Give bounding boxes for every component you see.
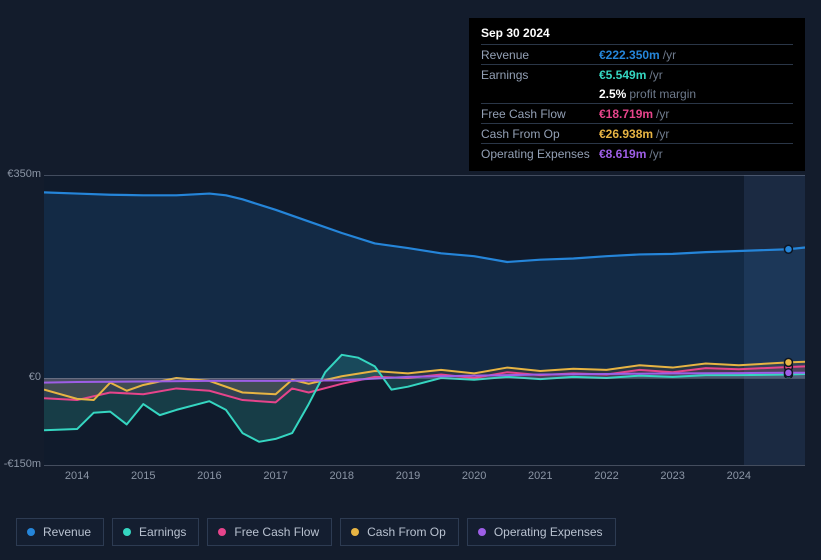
tooltip-row-unit: /yr [649, 68, 662, 82]
y-axis-tick-label: -€150m [4, 458, 41, 470]
gridline [44, 465, 805, 466]
series-marker-opex [784, 369, 792, 377]
tooltip-row-label: Free Cash Flow [481, 107, 599, 121]
legend-swatch [27, 528, 35, 536]
tooltip-row-value: €5.549m [599, 68, 646, 82]
legend-item[interactable]: Cash From Op [340, 518, 459, 546]
series-area-revenue [44, 192, 805, 378]
x-axis-tick-label: 2014 [65, 470, 89, 482]
chart-tooltip: Sep 30 2024 Revenue€222.350m /yrEarnings… [469, 18, 805, 171]
x-axis-tick-label: 2015 [131, 470, 155, 482]
tooltip-row-label: Revenue [481, 48, 599, 62]
x-axis-tick-label: 2017 [263, 470, 287, 482]
gridline [44, 175, 805, 176]
tooltip-row: 2.5% profit margin [481, 84, 793, 103]
x-axis-tick-label: 2020 [462, 470, 486, 482]
legend-label: Revenue [43, 525, 91, 539]
x-axis-tick-label: 2024 [727, 470, 751, 482]
x-axis-tick-label: 2019 [396, 470, 420, 482]
y-axis-tick-label: €0 [29, 371, 41, 383]
tooltip-row-unit: /yr [663, 48, 676, 62]
tooltip-row-label [481, 87, 599, 101]
tooltip-row-unit: /yr [649, 147, 662, 161]
chart-legend: Revenue Earnings Free Cash Flow Cash From O… [16, 518, 616, 546]
x-axis-tick-label: 2023 [660, 470, 684, 482]
chart-svg [44, 175, 805, 465]
y-axis-tick-label: €350m [7, 168, 41, 180]
tooltip-row: Free Cash Flow€18.719m /yr [481, 103, 793, 123]
x-axis-tick-label: 2018 [330, 470, 354, 482]
legend-swatch [351, 528, 359, 536]
tooltip-row-label: Earnings [481, 68, 599, 82]
earnings-chart: €350m€0-€150m 20142015201620172018201920… [16, 160, 805, 490]
gridline [44, 378, 805, 379]
tooltip-row-value: €222.350m [599, 48, 660, 62]
tooltip-row: Earnings€5.549m /yr [481, 64, 793, 84]
x-axis-tick-label: 2022 [594, 470, 618, 482]
legend-label: Cash From Op [367, 525, 446, 539]
tooltip-row-unit: /yr [656, 107, 669, 121]
tooltip-row-value: €18.719m [599, 107, 653, 121]
tooltip-row-value: 2.5% [599, 87, 626, 101]
x-axis-tick-label: 2016 [197, 470, 221, 482]
tooltip-row-value: €8.619m [599, 147, 646, 161]
tooltip-row: Revenue€222.350m /yr [481, 44, 793, 64]
tooltip-row-unit: /yr [656, 127, 669, 141]
legend-label: Earnings [139, 525, 186, 539]
legend-label: Operating Expenses [494, 525, 603, 539]
legend-swatch [218, 528, 226, 536]
tooltip-date: Sep 30 2024 [481, 26, 793, 44]
x-axis-tick-label: 2021 [528, 470, 552, 482]
legend-label: Free Cash Flow [234, 525, 319, 539]
legend-item[interactable]: Free Cash Flow [207, 518, 332, 546]
legend-swatch [123, 528, 131, 536]
tooltip-row-unit: profit margin [629, 87, 696, 101]
legend-swatch [478, 528, 486, 536]
tooltip-row-label: Cash From Op [481, 127, 599, 141]
tooltip-row-value: €26.938m [599, 127, 653, 141]
legend-item[interactable]: Earnings [112, 518, 199, 546]
series-marker-cfo [784, 358, 792, 366]
tooltip-row: Cash From Op€26.938m /yr [481, 123, 793, 143]
legend-item[interactable]: Revenue [16, 518, 104, 546]
tooltip-row-label: Operating Expenses [481, 147, 599, 161]
chart-plot-area[interactable] [44, 175, 805, 465]
legend-item[interactable]: Operating Expenses [467, 518, 616, 546]
series-marker-revenue [784, 245, 792, 253]
